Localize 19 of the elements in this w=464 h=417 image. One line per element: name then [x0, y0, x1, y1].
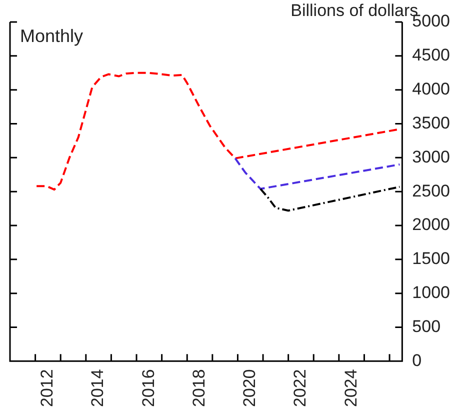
x-tick-label: 2024: [341, 369, 360, 408]
y2-tick-label: 500: [412, 316, 441, 336]
x-tick-label: 2016: [138, 369, 158, 408]
y2-tick-label: 0: [412, 350, 422, 370]
x-tick-label: 2012: [38, 369, 57, 408]
y2-tick-label: 2500: [412, 181, 450, 200]
y2-tick-label: 1500: [412, 249, 450, 268]
x-tick-label: 2020: [240, 369, 260, 408]
y2-tick-label: 1000: [412, 283, 450, 302]
line-series: [234, 157, 401, 190]
x-tick-label: 2014: [88, 369, 108, 408]
annotation: Monthly: [20, 26, 84, 46]
x-tick-label: 2018: [189, 369, 208, 408]
y2-tick-label: 4000: [412, 80, 450, 99]
y2-tick-label: 2000: [412, 215, 450, 234]
y2-tick-label: 3500: [412, 113, 450, 132]
x-tick-label: 2022: [290, 369, 310, 408]
y2-tick-label: 3000: [412, 147, 450, 166]
y2-tick-label: 4500: [412, 46, 450, 65]
